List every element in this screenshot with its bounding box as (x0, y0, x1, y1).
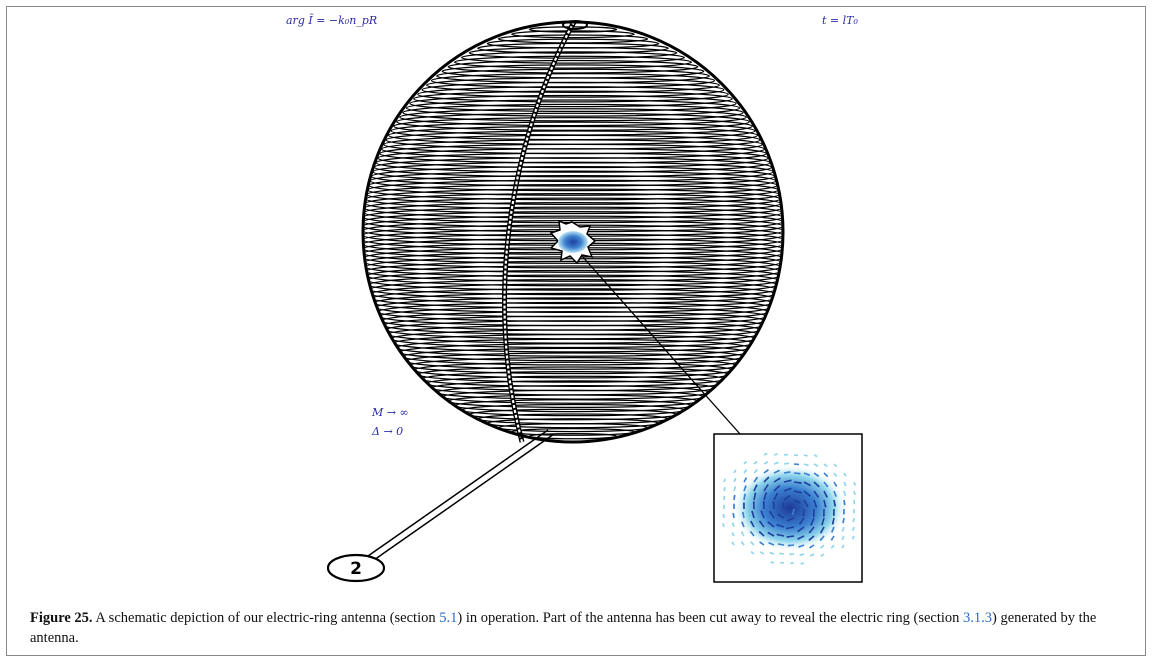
port-symbol: 2 (326, 553, 386, 583)
section-link-5-1[interactable]: 5.1 (439, 610, 458, 626)
phase-annotation: arg Ĩ = −k₀n_pR (286, 14, 378, 27)
limit-m-annotation: M → ∞ (372, 406, 409, 419)
port-label: 2 (350, 559, 362, 579)
antenna-figure: 2 (326, 20, 863, 583)
figure-caption: Figure 25. A schematic depiction of our … (30, 608, 1120, 648)
caption-text-2: ) in operation. Part of the antenna has … (457, 610, 964, 626)
cutaway-window (549, 219, 597, 265)
time-annotation: t = lT₀ (822, 14, 858, 27)
leader-line (581, 255, 741, 435)
section-link-3-1-3[interactable]: 3.1.3 (963, 610, 993, 626)
caption-text-1: A schematic depiction of our electric-ri… (92, 610, 440, 626)
caption-text-3: ) generated by the antenna. (30, 610, 1097, 646)
field-inset (713, 433, 863, 583)
figure-label: Figure 25. (30, 610, 93, 626)
limit-delta-annotation: Δ → 0 (372, 425, 404, 438)
feed-line (367, 429, 555, 561)
